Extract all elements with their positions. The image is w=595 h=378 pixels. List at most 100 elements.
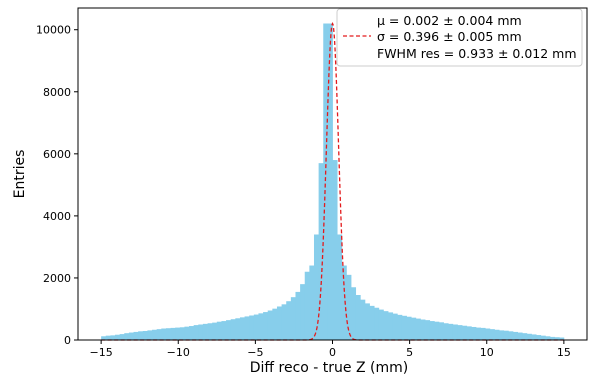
histogram-bar — [327, 23, 333, 340]
histogram-bar — [383, 311, 389, 340]
histogram-bar — [281, 304, 287, 340]
histogram-bar — [184, 326, 190, 340]
histogram-bar — [420, 319, 426, 340]
histogram-bar — [161, 328, 167, 340]
histogram-bar — [124, 333, 130, 340]
histogram-bar — [559, 337, 565, 340]
legend-sigma: σ = 0.396 ± 0.005 mm — [377, 29, 522, 44]
histogram-bar — [152, 329, 158, 340]
histogram-bar — [480, 327, 486, 340]
histogram-bar — [438, 322, 444, 340]
x-tick-label: 5 — [406, 346, 413, 359]
histogram-bar — [156, 329, 162, 340]
histogram-bar — [179, 327, 185, 340]
y-tick-label: 10000 — [36, 24, 71, 37]
histogram-bar — [323, 23, 329, 340]
histogram-bar — [526, 333, 532, 340]
x-axis-title: Diff reco - true Z (mm) — [250, 360, 408, 376]
histogram-bar — [364, 303, 370, 340]
histogram-bar — [202, 323, 208, 340]
histogram-bar — [138, 331, 144, 340]
histogram-bar — [360, 299, 366, 340]
histogram-bar — [276, 306, 282, 340]
histogram-bar — [508, 331, 514, 340]
histogram-bar — [309, 265, 315, 340]
y-tick-label: 0 — [64, 334, 71, 347]
histogram-bar — [133, 331, 139, 340]
histogram-bar — [170, 327, 176, 340]
histogram-bar — [355, 295, 361, 340]
histogram-bar — [536, 335, 542, 340]
histogram-bar — [216, 321, 222, 340]
x-tick-label: 15 — [557, 346, 571, 359]
histogram-bar — [253, 314, 259, 340]
histogram-bar — [429, 321, 435, 340]
histogram-bar — [244, 316, 250, 340]
histogram-bar — [207, 323, 213, 340]
histogram-bar — [142, 331, 148, 340]
histogram-bar — [226, 320, 232, 340]
histogram-bar — [494, 329, 500, 340]
histogram-bar — [443, 323, 449, 340]
histogram-bar — [286, 301, 292, 340]
histogram-bar — [258, 313, 264, 340]
histogram-bar — [462, 325, 468, 340]
histogram-bar — [540, 335, 546, 340]
x-tick-label: −15 — [90, 346, 113, 359]
histogram-bar — [434, 321, 440, 340]
y-tick-label: 6000 — [43, 148, 71, 161]
histogram-bar — [531, 334, 537, 340]
histogram-bar — [313, 234, 320, 340]
histogram-bar — [263, 312, 269, 340]
gaussian-fit-line — [101, 21, 564, 341]
y-axis-ticks: 0 2000 4000 6000 8000 10000 — [36, 24, 78, 347]
histogram-bar — [512, 331, 518, 340]
histogram-bar — [290, 297, 296, 340]
histogram-bar — [101, 336, 107, 340]
x-tick-label: 10 — [480, 346, 494, 359]
histogram-bar — [304, 271, 310, 340]
histogram-bar — [471, 326, 477, 340]
histogram-bar — [147, 330, 153, 340]
histogram-bar — [332, 160, 338, 340]
histogram-bar — [489, 329, 495, 340]
histogram-bar — [388, 312, 394, 340]
legend-mu: μ = 0.002 ± 0.004 mm — [377, 13, 522, 28]
histogram-bar — [110, 335, 116, 340]
histogram-bar — [230, 319, 236, 340]
histogram-bar — [189, 326, 195, 340]
histogram-bar — [475, 327, 481, 340]
histogram-bar — [448, 323, 454, 340]
histogram-bar — [115, 334, 121, 340]
histogram-bar — [295, 291, 301, 340]
histogram-bar — [466, 326, 472, 340]
legend-box — [336, 8, 583, 67]
histogram-bar — [374, 307, 380, 340]
histogram-bar — [378, 309, 384, 340]
histogram-bar — [221, 321, 227, 340]
y-tick-label: 8000 — [43, 86, 71, 99]
histogram-bars — [101, 23, 565, 340]
histogram-bar — [545, 336, 551, 340]
histogram-bar — [337, 234, 343, 340]
histogram-bar — [128, 332, 134, 340]
histogram-bar — [411, 317, 417, 340]
histogram-bar — [318, 163, 324, 340]
y-tick-label: 2000 — [43, 272, 71, 285]
histogram-bar — [198, 324, 204, 340]
histogram-bar — [300, 284, 306, 340]
histogram-bar — [346, 274, 352, 340]
histogram-bar — [397, 314, 403, 340]
histogram-bar — [341, 265, 347, 340]
legend-fwhm: FWHM res = 0.933 ± 0.012 mm — [377, 46, 577, 61]
y-axis-title: Entries — [12, 150, 28, 199]
legend: μ = 0.002 ± 0.004 mm σ = 0.396 ± 0.005 m… — [336, 8, 583, 67]
y-tick-label: 4000 — [43, 210, 71, 223]
x-tick-label: −5 — [247, 346, 263, 359]
histogram-bar — [503, 330, 509, 340]
histogram-bar — [235, 318, 241, 340]
histogram-bar — [249, 315, 255, 340]
histogram-bar — [452, 324, 458, 340]
histogram-bar — [401, 315, 407, 340]
